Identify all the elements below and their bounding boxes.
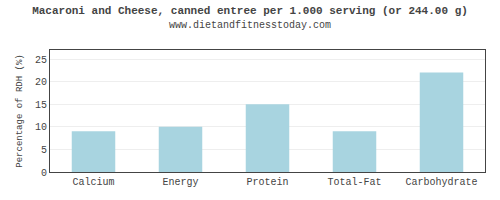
svg-text:Calcium: Calcium xyxy=(72,177,114,188)
svg-text:Macaroni and Cheese, canned en: Macaroni and Cheese, canned entree per 1… xyxy=(32,5,468,31)
svg-text:Energy: Energy xyxy=(162,177,198,188)
svg-text:15: 15 xyxy=(35,100,47,111)
svg-text:0: 0 xyxy=(41,168,47,179)
svg-text:20: 20 xyxy=(35,77,47,88)
svg-text:5: 5 xyxy=(41,145,47,156)
svg-text:Carbohydrate: Carbohydrate xyxy=(405,177,477,188)
svg-text:10: 10 xyxy=(35,122,47,133)
svg-text:Total-Fat: Total-Fat xyxy=(327,177,381,188)
svg-text:25: 25 xyxy=(35,55,47,66)
svg-text:Percentage of RDH (%): Percentage of RDH (%) xyxy=(15,54,25,167)
svg-text:Protein: Protein xyxy=(246,177,288,188)
